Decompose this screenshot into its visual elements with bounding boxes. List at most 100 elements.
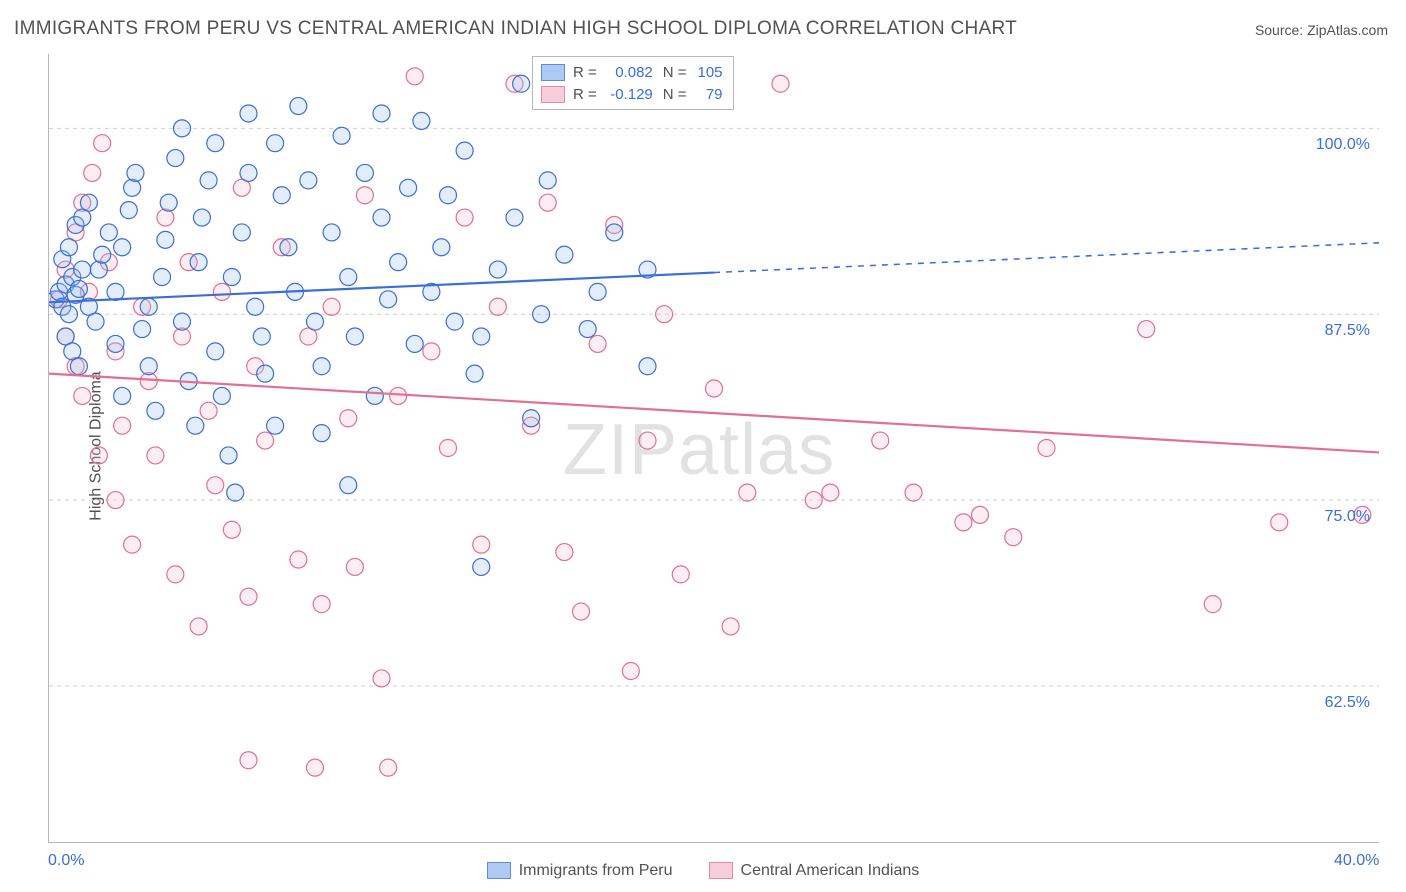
scatter-point (190, 618, 207, 635)
scatter-point (489, 261, 506, 278)
scatter-point (323, 224, 340, 241)
scatter-point (167, 150, 184, 167)
chart-title: IMMIGRANTS FROM PERU VS CENTRAL AMERICAN… (14, 18, 1017, 40)
legend-row: R =-0.129N =79 (541, 83, 723, 105)
r-label: R = (573, 64, 597, 81)
x-tick-label: 0.0% (48, 852, 84, 870)
scatter-point (190, 254, 207, 271)
n-value: 105 (689, 64, 723, 81)
scatter-point (533, 306, 550, 323)
scatter-point (114, 239, 131, 256)
scatter-point (506, 209, 523, 226)
scatter-point (247, 298, 264, 315)
scatter-point (240, 164, 257, 181)
scatter-point (267, 417, 284, 434)
scatter-point (313, 358, 330, 375)
scatter-point (100, 224, 117, 241)
legend-swatch (541, 64, 565, 81)
scatter-point (227, 484, 244, 501)
scatter-point (257, 365, 274, 382)
legend-row: R =0.082 N =105 (541, 61, 723, 83)
scatter-point (213, 387, 230, 404)
scatter-point (267, 135, 284, 152)
scatter-point (94, 246, 111, 263)
scatter-point (656, 306, 673, 323)
scatter-point (373, 209, 390, 226)
scatter-point (223, 521, 240, 538)
x-tick-label: 40.0% (1334, 852, 1379, 870)
scatter-point (87, 313, 104, 330)
scatter-point (589, 335, 606, 352)
scatter-point (160, 194, 177, 211)
scatter-point (390, 387, 407, 404)
scatter-point (589, 283, 606, 300)
scatter-plot (48, 54, 1379, 843)
scatter-point (207, 343, 224, 360)
scatter-point (489, 298, 506, 315)
series-legend: Immigrants from PeruCentral American Ind… (0, 862, 1406, 885)
y-tick-label: 75.0% (1310, 508, 1370, 526)
scatter-point (290, 551, 307, 568)
legend-swatch (541, 86, 565, 103)
scatter-point (440, 187, 457, 204)
scatter-point (772, 75, 789, 92)
scatter-point (134, 321, 151, 338)
scatter-point (433, 239, 450, 256)
scatter-point (406, 335, 423, 352)
chart-container: IMMIGRANTS FROM PERU VS CENTRAL AMERICAN… (0, 0, 1406, 892)
scatter-point (346, 328, 363, 345)
scatter-point (639, 432, 656, 449)
scatter-point (290, 98, 307, 115)
scatter-point (124, 536, 141, 553)
scatter-point (579, 321, 596, 338)
scatter-point (440, 440, 457, 457)
scatter-point (340, 269, 357, 286)
scatter-point (972, 506, 989, 523)
r-label: R = (573, 86, 597, 103)
correlation-legend: R =0.082 N =105 R =-0.129N =79 (532, 56, 734, 110)
scatter-point (157, 209, 174, 226)
scatter-point (240, 105, 257, 122)
scatter-point (70, 280, 87, 297)
source-attribution: Source: ZipAtlas.com (1255, 22, 1388, 38)
r-value: 0.082 (599, 64, 653, 81)
scatter-point (556, 544, 573, 561)
legend-swatch (487, 862, 511, 879)
scatter-point (722, 618, 739, 635)
scatter-point (513, 75, 530, 92)
scatter-point (114, 387, 131, 404)
scatter-point (84, 164, 101, 181)
scatter-point (606, 224, 623, 241)
scatter-point (822, 484, 839, 501)
scatter-point (406, 68, 423, 85)
scatter-point (466, 365, 483, 382)
scatter-point (672, 566, 689, 583)
scatter-point (140, 298, 157, 315)
scatter-point (193, 209, 210, 226)
scatter-point (905, 484, 922, 501)
scatter-point (423, 343, 440, 360)
scatter-point (74, 261, 91, 278)
legend-swatch (709, 862, 733, 879)
scatter-point (207, 477, 224, 494)
scatter-point (114, 417, 131, 434)
scatter-point (94, 135, 111, 152)
scatter-point (107, 492, 124, 509)
n-value: 79 (689, 86, 723, 103)
scatter-point (556, 246, 573, 263)
scatter-point (167, 566, 184, 583)
n-label: N = (663, 64, 687, 81)
trend-line-extension (714, 243, 1379, 273)
scatter-point (200, 402, 217, 419)
scatter-point (213, 283, 230, 300)
scatter-point (805, 492, 822, 509)
y-tick-label: 100.0% (1310, 136, 1370, 154)
scatter-point (323, 298, 340, 315)
scatter-point (187, 417, 204, 434)
scatter-point (413, 112, 430, 129)
bottom-legend-item: Immigrants from Peru (487, 862, 673, 880)
scatter-point (539, 172, 556, 189)
scatter-point (107, 283, 124, 300)
scatter-point (473, 558, 490, 575)
scatter-point (90, 261, 107, 278)
